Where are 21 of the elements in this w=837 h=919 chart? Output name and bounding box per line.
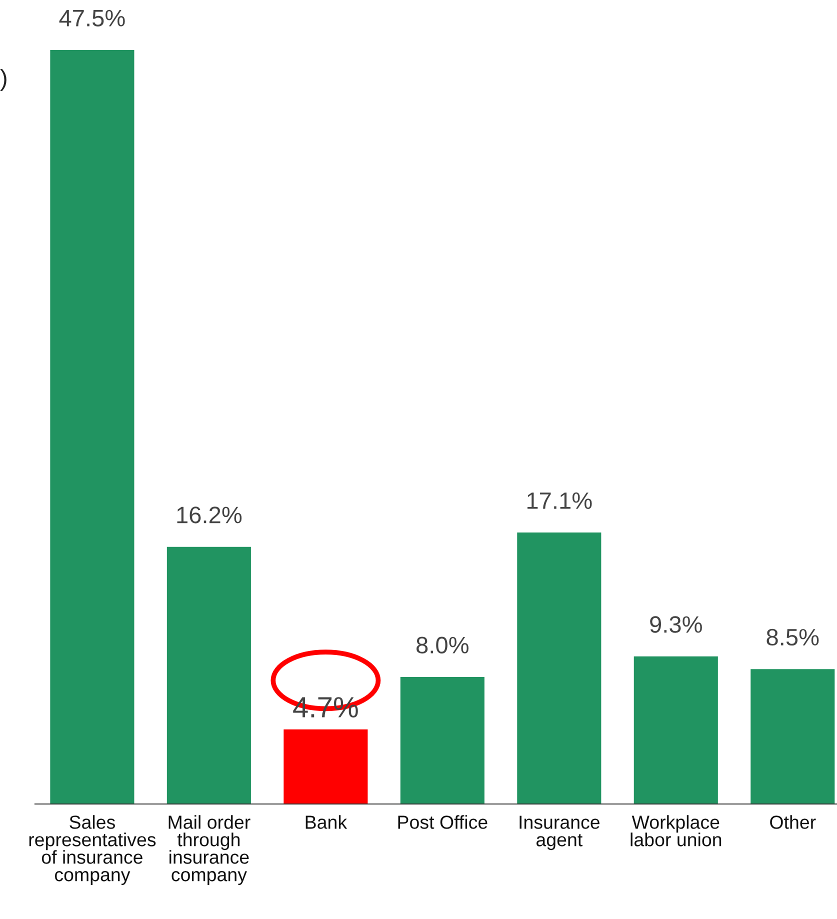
bar xyxy=(517,532,602,804)
x-tick-label: Mail order through insurance company xyxy=(168,815,250,886)
x-tick-label: Sales representatives of insurance company xyxy=(29,815,156,886)
bar xyxy=(634,656,718,804)
data-label: 16.2% xyxy=(177,506,242,524)
data-label: 8.5% xyxy=(766,628,819,646)
bar xyxy=(400,677,484,804)
bar xyxy=(50,50,134,804)
data-label: 8.0% xyxy=(416,636,468,654)
bar xyxy=(166,546,251,804)
x-tick-label: Bank xyxy=(306,815,348,829)
x-tick-label: Other xyxy=(770,815,816,829)
x-tick-label: Insurance agent xyxy=(520,816,600,850)
data-label: 17.1% xyxy=(527,492,592,509)
data-label: 9.3% xyxy=(650,616,702,633)
bar xyxy=(284,729,368,804)
x-tick-label: Post Office xyxy=(398,815,488,829)
x-tick-label: Workplace labor union xyxy=(630,815,722,846)
bar xyxy=(750,669,835,804)
data-label: 47.5% xyxy=(59,10,125,26)
text: ) xyxy=(0,68,6,91)
